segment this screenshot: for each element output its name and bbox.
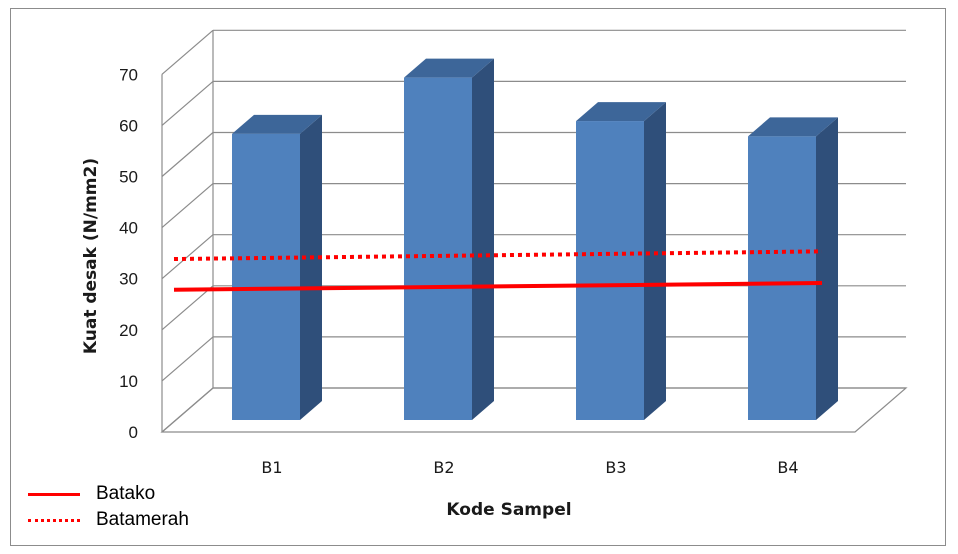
y-tick-label: 10 [119,372,138,391]
y-tick-label: 50 [119,168,138,187]
bar-side [472,58,494,420]
y-tick-label: 20 [119,321,138,340]
y-tick-label: 0 [129,423,138,442]
bar-top [404,58,494,78]
bar-side [644,102,666,420]
bar [748,117,838,421]
bar [576,102,666,420]
y-axis-title: Kuat desak (N/mm2) [81,158,101,354]
gridline-side [161,336,214,382]
gridline-side [161,183,214,229]
bar-side [300,114,322,420]
bar-front [404,77,472,420]
y-tick-labels: 0 10 20 30 40 50 60 70 [119,65,138,442]
bar-front [748,136,816,420]
legend-label: Batamerah [96,509,189,530]
x-axis-title: Kode Sampel [446,500,571,520]
gridline-side [161,29,214,75]
floor [160,387,908,433]
bars-layer [232,58,838,421]
bar-front [232,133,300,420]
y-tick-label: 60 [119,116,138,135]
legend-swatch-solid [28,492,80,496]
x-tick-label: B4 [777,458,798,477]
x-tick-label: B2 [433,458,454,477]
legend-swatch-dotted [28,518,80,522]
y-tick-label: 30 [119,270,138,289]
bar-side [816,117,838,421]
bar-front [576,121,644,420]
legend: Batako Batamerah [28,482,248,540]
bar [232,114,322,420]
legend-item-batamerah: Batamerah [28,508,189,532]
legend-label: Batako [96,483,156,504]
legend-item-batako: Batako [28,482,155,506]
gridline-side [161,132,214,177]
bar [404,58,494,420]
x-tick-label: B3 [605,458,626,477]
gridline-side [161,234,214,280]
bar-top [576,102,666,122]
y-tick-label: 40 [119,219,138,238]
gridline-side [161,80,214,126]
gridline-side [161,285,214,331]
bar-top [232,114,322,134]
reference-line-batako [173,281,823,292]
reference-lines-layer [173,249,823,292]
x-tick-label: B1 [261,458,282,477]
x-category-labels: B1 B2 B3 B4 [261,458,798,477]
y-tick-label: 70 [119,65,138,84]
bar-top [748,117,838,137]
